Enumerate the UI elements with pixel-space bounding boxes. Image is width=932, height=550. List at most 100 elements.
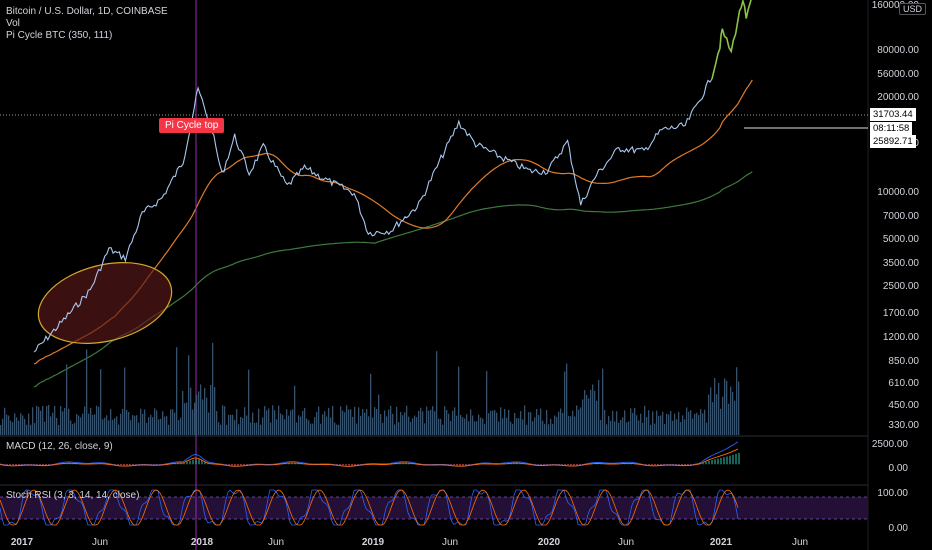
volume-bar [626,422,628,435]
volume-bar [206,397,208,435]
volume-bar [78,415,80,435]
volume-bar [292,409,294,435]
volume-bar [190,387,192,435]
volume-bar [446,409,448,435]
volume-bar [706,422,708,435]
volume-bar [214,387,216,435]
currency-button[interactable]: USD [898,3,926,15]
volume-bar [490,410,492,435]
volume-bar [430,409,432,435]
price-line-recent [711,0,752,80]
macd-histogram-bar [189,460,191,465]
macd-histogram-bar [663,464,665,465]
volume-bar [680,421,682,435]
highlight-ellipse [37,262,173,344]
volume-bar [72,423,74,435]
volume-bar [14,413,16,435]
volume-bar [478,414,480,435]
volume-bar [496,412,498,435]
volume-bar [398,422,400,435]
volume-bar [454,407,456,435]
volume-bar [688,411,690,435]
volume-bar [628,421,630,435]
macd-histogram-bar [24,464,26,465]
volume-bar [566,363,568,435]
volume-bar [180,417,182,435]
volume-bar [668,414,670,435]
volume-bar [184,403,186,435]
volume-bar [548,424,550,435]
volume-bar [642,422,644,435]
volume-bar [276,419,278,435]
volume-bar [480,417,482,435]
volume-bar [640,413,642,435]
volume-bar [252,412,254,435]
volume-bar [20,413,22,435]
volume-bar [304,408,306,435]
volume-bar [466,414,468,435]
volume-bar [58,424,60,435]
volume-bar [266,410,268,435]
volume-bar [268,408,270,435]
macd-histogram-bar [12,464,14,466]
volume-bar [74,422,76,435]
volume-bar [362,409,364,435]
volume-bar [364,412,366,435]
volume-bar [18,420,20,435]
volume-bar [162,411,164,435]
volume-bar [676,419,678,435]
price-axis-tick: 80000.00 [877,45,919,56]
macd-histogram-bar [345,464,347,466]
volume-bar [28,413,30,435]
macd-histogram-bar [351,464,353,466]
volume-bar [394,424,396,435]
volume-bar [242,417,244,435]
macd-histogram-bar [246,464,248,465]
volume-bar [444,406,446,435]
time-axis-tick: 2021 [710,537,733,548]
volume-bar [320,423,322,435]
macd-histogram-bar [291,462,293,465]
volume-bar [726,380,728,435]
price-axis-tick: 1700.00 [883,308,920,319]
volume-bar [412,418,414,435]
volume-bar [62,411,64,435]
volume-bar [426,406,428,435]
macd-histogram-bar [30,464,32,465]
volume-bar [400,411,402,435]
macd-histogram-bar [576,464,578,466]
volume-bar [514,413,516,435]
volume-bar [574,416,576,435]
macd-histogram-bar [660,464,662,466]
volume-bar [618,422,620,435]
volume-bar [244,407,246,435]
volume-bar [596,400,598,435]
time-axis-tick: Jun [792,537,808,548]
macd-histogram-bar [732,454,734,465]
volume-bar [568,415,570,435]
volume-bar [136,415,138,435]
volume-bar [92,414,94,435]
volume-bar [12,422,14,435]
volume-bar [602,368,604,435]
macd-histogram-bar [237,464,239,466]
volume-bar [694,414,696,435]
volume-bar [554,415,556,435]
volume-bar [84,406,86,435]
volume-bar [672,420,674,435]
price-axis-tick: 330.00 [888,420,919,431]
macd-histogram-bar [402,462,404,465]
volume-bar [522,419,524,435]
volume-bar [604,409,606,435]
volume-bar [540,408,542,435]
volume-bar [124,367,126,435]
volume-bar [704,409,706,435]
volume-bar [52,412,54,435]
price-axis-tick: 160000.00 [872,0,920,11]
time-axis-tick: 2017 [11,537,34,548]
volume-bar [256,422,258,435]
macd-histogram-bar [681,464,683,466]
volume-bar [4,407,6,435]
volume-bar [658,416,660,435]
